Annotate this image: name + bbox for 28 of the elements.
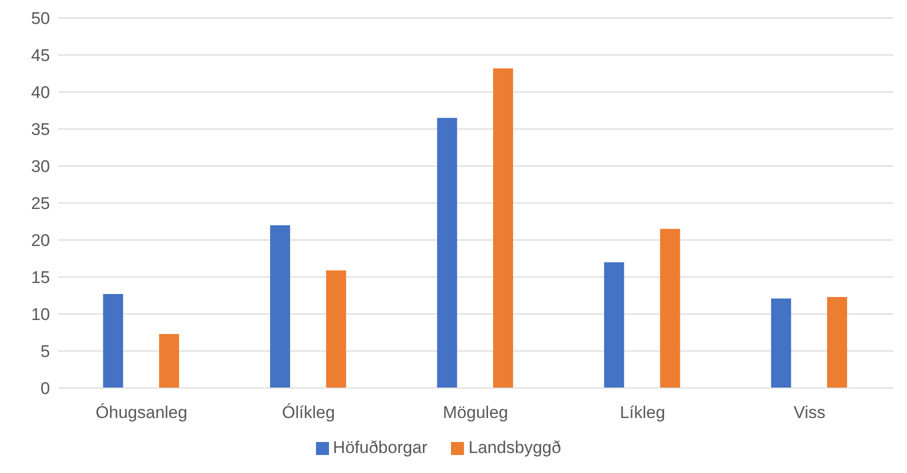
y-tick-label: 30	[31, 157, 50, 176]
y-tick-label: 50	[31, 9, 50, 28]
x-tick-label: Ólíkleg	[282, 403, 335, 422]
bar	[827, 296, 848, 388]
x-tick-label: Viss	[794, 403, 826, 422]
x-tick-label: Möguleg	[442, 403, 508, 422]
bar	[326, 270, 346, 388]
y-tick-label: 45	[31, 46, 50, 66]
bar	[604, 262, 624, 388]
y-tick-label: 40	[31, 83, 50, 102]
legend-label: Landsbyggð	[468, 438, 562, 457]
bar	[493, 68, 514, 388]
y-tick-label: 35	[31, 120, 50, 140]
y-tick-label: 15	[31, 268, 50, 288]
bar	[771, 298, 792, 388]
bar	[159, 334, 180, 388]
y-tick-label: 20	[31, 231, 50, 250]
bar	[270, 225, 290, 388]
legend-label: Höfuðborgar	[332, 438, 428, 457]
y-tick-label: 5	[40, 342, 50, 362]
x-tick-label: Óhugsanleg	[96, 403, 188, 422]
bar	[660, 228, 680, 388]
bar	[103, 294, 124, 388]
y-tick-label: 10	[31, 305, 50, 324]
bar	[437, 118, 458, 388]
x-tick-label: Líkleg	[620, 403, 666, 422]
y-tick-label: 0	[40, 379, 50, 398]
y-tick-label: 25	[31, 194, 50, 214]
